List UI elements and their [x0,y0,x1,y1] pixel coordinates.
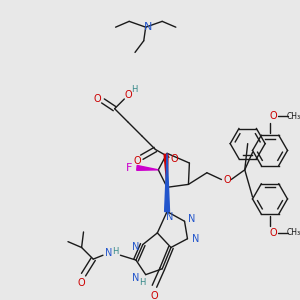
Polygon shape [137,166,158,170]
Text: O: O [93,94,101,104]
Text: H: H [140,278,146,287]
Polygon shape [165,153,170,212]
Text: CH₃: CH₃ [286,228,300,237]
Text: O: O [124,90,132,100]
Text: CH₃: CH₃ [286,112,300,121]
Text: H: H [112,247,119,256]
Text: N: N [188,214,195,224]
Text: O: O [133,156,141,166]
Text: N: N [132,273,140,283]
Text: N: N [191,234,199,244]
Text: O: O [224,175,231,184]
Text: F: F [126,163,132,173]
Text: N: N [166,212,174,222]
Text: N: N [132,242,140,251]
Polygon shape [164,154,168,187]
Text: O: O [151,291,158,300]
Text: O: O [269,228,277,238]
Text: O: O [269,112,277,122]
Text: N: N [143,22,152,32]
Text: O: O [78,278,86,288]
Text: H: H [131,85,137,94]
Text: N: N [105,248,112,258]
Text: O: O [170,154,178,164]
